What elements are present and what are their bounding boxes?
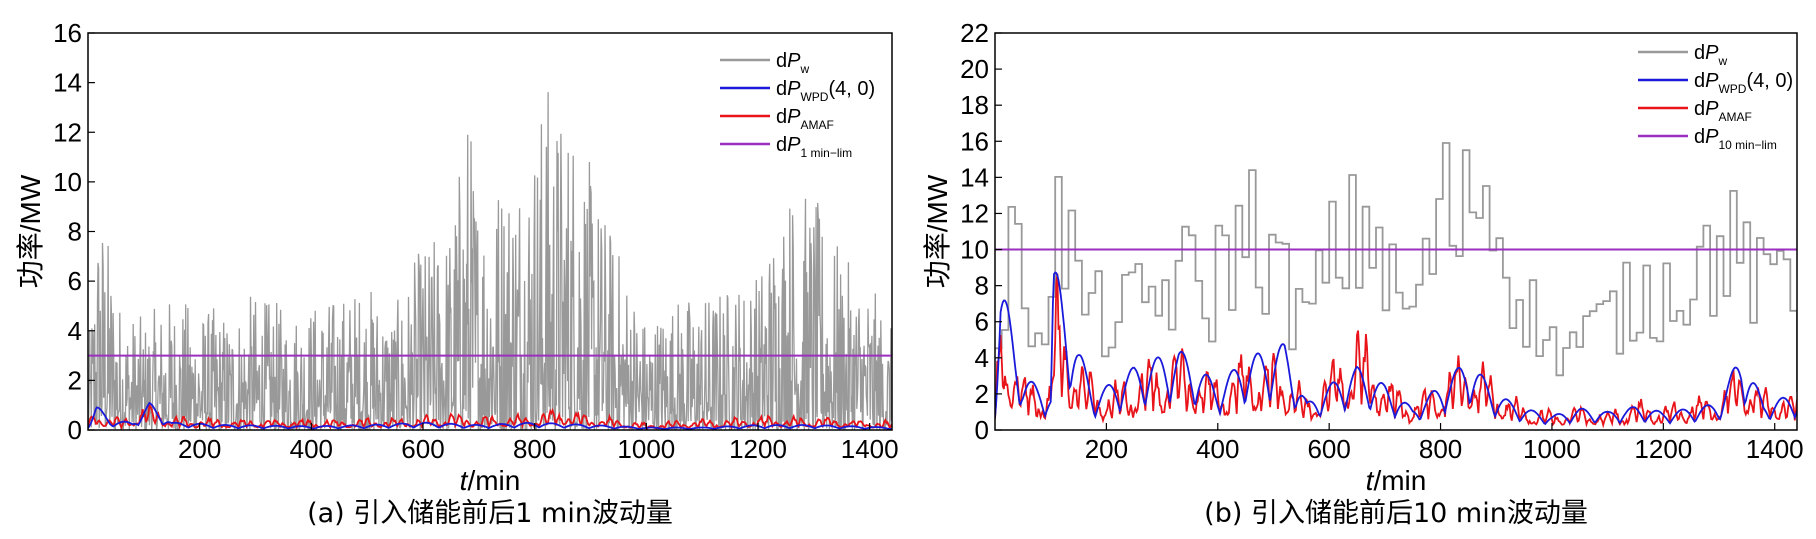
y-tick-label: 12 <box>53 117 82 147</box>
y-tick-label: 14 <box>960 162 989 192</box>
y-tick-label: 8 <box>68 217 82 247</box>
y-tick-label: 20 <box>960 54 989 84</box>
legend-label: dP1 min−lim <box>776 134 852 160</box>
y-axis-label: 功率/MW <box>922 174 953 288</box>
legend-label: dPAMAF <box>776 106 834 132</box>
chart-panel-a: 200 400 600 800 1000 1200 1400 0 2 4 6 8 10 12 14 16 t/m… <box>15 18 899 529</box>
legend-item: dPWPD(4, 0) <box>1638 70 1793 96</box>
legend-label: dPw <box>776 50 809 76</box>
series-line-dpamaf <box>88 403 892 430</box>
x-tick-label: 800 <box>1419 434 1462 464</box>
legend-item: dPw <box>720 50 809 76</box>
x-tick-label: 400 <box>290 434 333 464</box>
x-tick-label: 800 <box>513 434 556 464</box>
y-tick-label: 2 <box>975 379 989 409</box>
y-tick-label: 16 <box>960 126 989 156</box>
series-line-dpw <box>995 142 1797 392</box>
x-tick-label: 600 <box>1307 434 1350 464</box>
series-line-dpw <box>88 92 892 430</box>
x-tick-label: 1400 <box>1746 434 1804 464</box>
series-line-dpamaf <box>995 273 1797 429</box>
x-axis-label: t/min <box>1366 465 1427 496</box>
y-tick-label: 12 <box>960 198 989 228</box>
y-tick-label: 6 <box>68 266 82 296</box>
x-tick-label: 1200 <box>729 434 787 464</box>
plot-area <box>88 92 892 430</box>
y-tick-label: 0 <box>68 415 82 445</box>
legend-item: dPWPD(4, 0) <box>720 78 875 104</box>
axes-frame <box>994 32 1798 431</box>
legend-label: dP10 min−lim <box>1694 126 1777 152</box>
y-tick-label: 22 <box>960 18 989 48</box>
legend-item: dP10 min−lim <box>1638 126 1777 152</box>
legend-label: dPWPD(4, 0) <box>1694 70 1793 96</box>
y-tick-label: 4 <box>68 316 82 346</box>
x-tick-label: 400 <box>1196 434 1239 464</box>
y-tick-label: 16 <box>53 18 82 48</box>
legend-item: dPAMAF <box>720 106 834 132</box>
x-axis-label: t/min <box>460 465 521 496</box>
y-tick-label: 6 <box>975 307 989 337</box>
y-tick-label: 14 <box>53 68 82 98</box>
x-tick-label: 1400 <box>841 434 899 464</box>
x-tick-label: 1200 <box>1634 434 1692 464</box>
y-tick-label: 4 <box>975 343 989 373</box>
legend-item: dPw <box>1638 42 1727 68</box>
panel-caption: (a) 引入储能前后1 min波动量 <box>307 498 673 529</box>
legend-label: dPAMAF <box>1694 98 1752 124</box>
chart-panel-b: 200 400 600 800 1000 1200 1400 0 2 4 6 8 10 12 14 16 18 2… <box>922 18 1804 529</box>
x-tick-label: 200 <box>178 434 221 464</box>
y-tick-label: 10 <box>53 167 82 197</box>
legend-label: dPw <box>1694 42 1727 68</box>
x-tick-label: 1000 <box>1523 434 1581 464</box>
x-tick-label: 200 <box>1085 434 1128 464</box>
x-tick-label: 1000 <box>617 434 675 464</box>
y-tick-label: 2 <box>68 365 82 395</box>
y-tick-label: 8 <box>975 271 989 301</box>
series-line-dpwpd-4-0- <box>995 271 1797 426</box>
legend-item: dPAMAF <box>1638 98 1752 124</box>
y-tick-label: 0 <box>975 415 989 445</box>
legend-item: dP1 min−lim <box>720 134 852 160</box>
plot-area <box>995 142 1797 429</box>
x-tick-label: 600 <box>401 434 444 464</box>
y-axis-label: 功率/MW <box>15 174 46 288</box>
legend-label: dPWPD(4, 0) <box>776 78 875 104</box>
y-tick-label: 10 <box>960 235 989 265</box>
y-tick-label: 18 <box>960 90 989 120</box>
panel-caption: (b) 引入储能前后10 min波动量 <box>1204 498 1588 529</box>
